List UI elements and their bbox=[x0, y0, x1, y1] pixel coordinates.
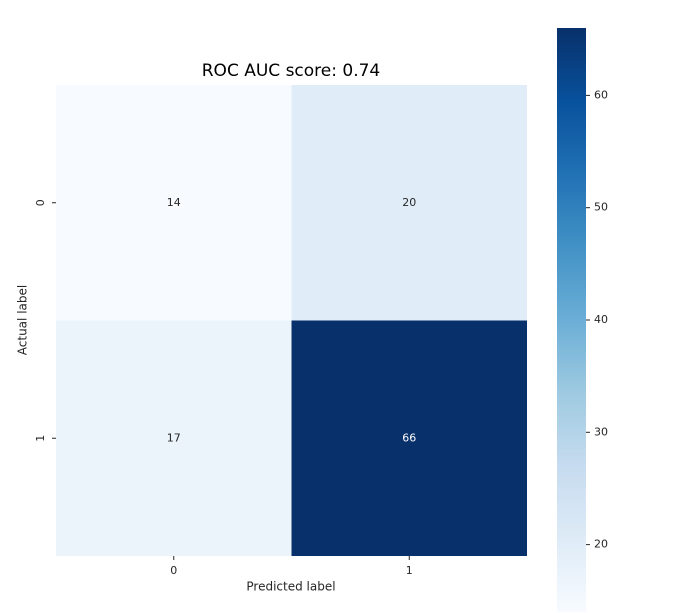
x-tick-label: 0 bbox=[170, 564, 177, 577]
chart-title: ROC AUC score: 0.74 bbox=[202, 61, 380, 81]
colorbar-tick-label: 60 bbox=[594, 88, 608, 101]
x-tick-label: 1 bbox=[406, 564, 413, 577]
heatmap-cell bbox=[291, 85, 527, 321]
cell-label: 20 bbox=[402, 196, 416, 209]
cell-label: 66 bbox=[402, 431, 416, 444]
colorbar-tick-label: 40 bbox=[594, 313, 608, 326]
heatmap-cell bbox=[56, 85, 292, 321]
heatmap-cell bbox=[56, 320, 292, 556]
cell-label: 14 bbox=[167, 196, 181, 209]
colorbar-tick-label: 30 bbox=[594, 425, 608, 438]
y-axis-label: Actual label bbox=[16, 285, 30, 355]
colorbar-tick-label: 20 bbox=[594, 538, 608, 551]
cell-label: 17 bbox=[167, 431, 181, 444]
colorbar bbox=[557, 28, 586, 612]
x-axis-label: Predicted label bbox=[246, 580, 335, 594]
y-tick-label: 1 bbox=[34, 435, 47, 442]
y-tick-label: 0 bbox=[34, 199, 47, 206]
heatmap-cell bbox=[291, 320, 527, 556]
colorbar-tick-label: 50 bbox=[594, 201, 608, 214]
